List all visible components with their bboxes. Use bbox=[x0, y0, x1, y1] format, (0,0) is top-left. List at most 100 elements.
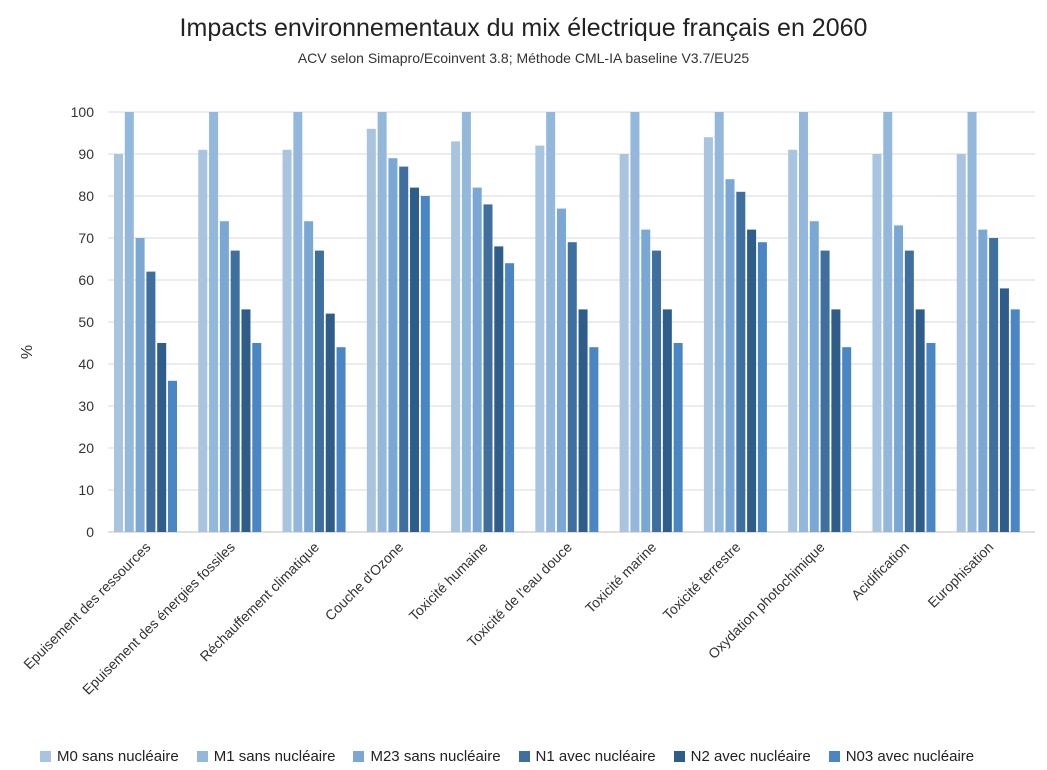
bar bbox=[124, 112, 134, 532]
bar bbox=[420, 196, 430, 532]
bar bbox=[619, 154, 629, 532]
bar bbox=[410, 187, 420, 532]
bar bbox=[820, 250, 830, 532]
bar bbox=[1010, 309, 1020, 532]
x-tick-label: Europhisation bbox=[924, 539, 996, 611]
x-tick-label: Couche d'Ozone bbox=[322, 539, 407, 624]
y-tick-label: 30 bbox=[78, 398, 94, 414]
bar bbox=[989, 238, 999, 532]
bar bbox=[904, 250, 914, 532]
legend-swatch bbox=[40, 751, 51, 762]
legend-entry: N1 avec nucléaire bbox=[518, 748, 656, 765]
legend-entry: M23 sans nucléaire bbox=[353, 748, 501, 765]
bar bbox=[883, 112, 893, 532]
bar bbox=[535, 145, 545, 532]
x-tick-label: Acidification bbox=[848, 539, 912, 603]
bar bbox=[926, 343, 936, 532]
bar bbox=[703, 137, 713, 532]
bar bbox=[630, 112, 640, 532]
bar bbox=[736, 191, 746, 533]
bar bbox=[472, 187, 482, 532]
bar bbox=[809, 221, 819, 532]
y-tick-label: 60 bbox=[78, 272, 94, 288]
bar bbox=[304, 221, 314, 532]
bar bbox=[241, 309, 251, 532]
bar bbox=[714, 112, 724, 532]
bar bbox=[157, 343, 167, 532]
bar bbox=[336, 347, 346, 532]
bar bbox=[494, 246, 504, 532]
bar bbox=[483, 204, 493, 532]
bar bbox=[314, 250, 324, 532]
legend-label: N1 avec nucléaire bbox=[535, 748, 656, 765]
legend-entry: N03 avec nucléaire bbox=[828, 748, 975, 765]
bar bbox=[894, 225, 904, 532]
chart-title: Impacts environnementaux du mix électriq… bbox=[179, 14, 868, 42]
bar bbox=[915, 309, 925, 532]
bar bbox=[198, 149, 208, 533]
bar bbox=[725, 179, 735, 532]
y-tick-label: 80 bbox=[78, 188, 94, 204]
legend-label: M0 sans nucléaire bbox=[57, 748, 179, 765]
bar bbox=[461, 112, 471, 532]
bar bbox=[168, 380, 177, 532]
bar bbox=[652, 250, 662, 532]
legend-swatch bbox=[518, 751, 530, 762]
bar bbox=[872, 154, 882, 532]
x-tick-label: Toxicité humaine bbox=[406, 539, 491, 624]
bar bbox=[662, 309, 672, 532]
y-tick-label: 10 bbox=[78, 482, 94, 498]
bar bbox=[747, 229, 757, 532]
bar bbox=[788, 149, 798, 533]
chart-subtitle: ACV selon Simapro/Ecoinvent 3.8; Méthode… bbox=[297, 50, 750, 66]
y-tick-label: 0 bbox=[86, 524, 94, 540]
bar bbox=[399, 166, 409, 532]
x-tick-label: Epuisement des énergies fossiles bbox=[79, 539, 238, 698]
bar bbox=[451, 141, 461, 532]
bar bbox=[999, 288, 1009, 532]
bar bbox=[219, 221, 229, 532]
bar bbox=[282, 149, 292, 533]
bar bbox=[252, 343, 262, 532]
legend-swatch bbox=[196, 751, 208, 762]
bar bbox=[146, 271, 156, 532]
bar bbox=[967, 112, 977, 532]
bar bbox=[567, 242, 577, 532]
legend-label: N2 avec nucléaire bbox=[690, 748, 811, 765]
x-tick-label: Toxicité marine bbox=[582, 539, 659, 616]
legend-swatch bbox=[353, 751, 365, 762]
y-tick-label: 90 bbox=[78, 146, 94, 162]
legend-entry: M0 sans nucléaire bbox=[40, 748, 179, 765]
bar bbox=[673, 343, 683, 532]
bar bbox=[230, 250, 240, 532]
y-tick-label: 100 bbox=[71, 104, 95, 120]
bar bbox=[135, 238, 145, 532]
y-tick-label: 70 bbox=[78, 230, 94, 246]
legend-label: N03 avec nucléaire bbox=[845, 748, 975, 765]
bar bbox=[114, 154, 123, 532]
legend-label: M1 sans nucléaire bbox=[213, 748, 336, 765]
legend-entry: N2 avec nucléaire bbox=[673, 748, 811, 765]
bar bbox=[209, 112, 219, 532]
bar bbox=[978, 229, 988, 532]
bar bbox=[589, 347, 599, 532]
bar bbox=[505, 263, 515, 532]
bar bbox=[641, 229, 651, 532]
legend: M0 sans nucléaire M1 sans nucléaire M23 sa… bbox=[40, 748, 1040, 765]
y-tick-label: 50 bbox=[78, 314, 94, 330]
bar bbox=[546, 112, 556, 532]
y-tick-label: 20 bbox=[78, 440, 94, 456]
bar bbox=[388, 158, 398, 532]
bar bbox=[377, 112, 387, 532]
bar bbox=[956, 154, 966, 532]
bar bbox=[366, 128, 376, 533]
bar bbox=[556, 208, 566, 532]
legend-label: M23 sans nucléaire bbox=[370, 748, 501, 765]
legend-swatch bbox=[828, 751, 840, 762]
bar bbox=[842, 347, 852, 532]
legend-swatch bbox=[673, 751, 685, 762]
bar bbox=[757, 242, 767, 532]
bar bbox=[293, 112, 303, 532]
